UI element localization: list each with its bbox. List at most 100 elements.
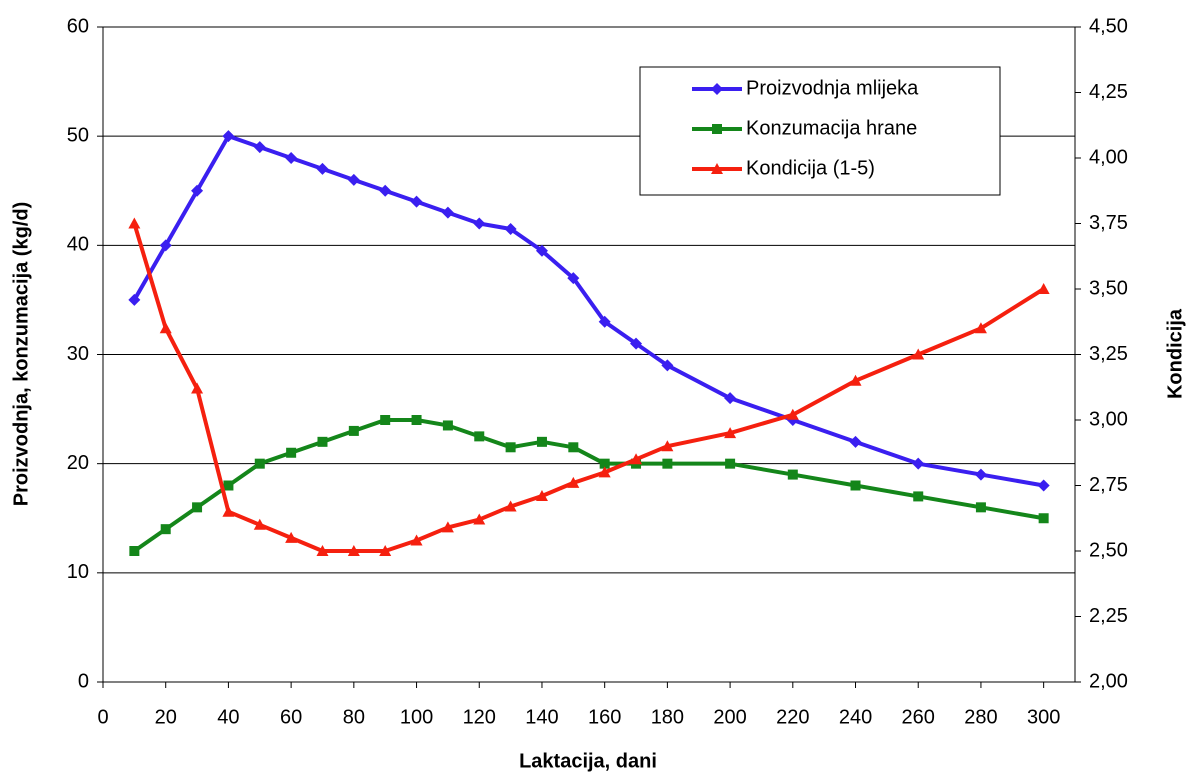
marker [128,293,141,306]
marker [568,442,579,453]
y-tick-label: 40 [67,234,89,256]
x-tick-label: 140 [525,706,558,728]
y2-tick-label: 3,50 [1089,277,1128,299]
y-tick-label: 60 [67,15,89,37]
marker [975,502,986,513]
marker [598,315,611,328]
marker [159,239,172,252]
marker [630,453,643,465]
marker [1038,513,1049,524]
x-tick-label: 40 [217,706,239,728]
y2-tick-label: 2,25 [1089,605,1128,627]
marker [535,244,548,257]
marker [536,436,547,447]
y2-tick-label: 3,75 [1089,212,1128,234]
marker [410,534,423,546]
marker [1037,283,1050,294]
y2-tick-label: 2,75 [1089,474,1128,496]
x-tick-label: 300 [1027,706,1060,728]
marker [254,458,265,469]
marker [347,545,360,556]
legend-label: Proizvodnja mlijeka [746,77,919,99]
x-tick-label: 260 [902,706,935,728]
x-tick-label: 100 [400,706,433,728]
marker [191,382,204,394]
x-tick-label: 80 [343,706,365,728]
marker [630,337,643,350]
marker [787,469,798,480]
marker [849,435,862,448]
marker [711,163,723,174]
marker [159,322,172,334]
marker [567,272,580,285]
y-tick-label: 50 [67,124,89,146]
marker [441,206,454,219]
marker [724,392,737,405]
marker [379,545,392,556]
marker [253,518,266,530]
y-tick-label: 20 [67,452,89,474]
marker [567,476,580,488]
marker [712,124,722,134]
marker [724,427,737,439]
marker [711,83,723,95]
marker [1037,479,1050,492]
marker [222,505,235,517]
marker [191,184,204,197]
marker [348,425,359,436]
line [132,134,1044,488]
marker [912,348,925,360]
legend-label: Konzumacija hrane [746,117,917,139]
marker [285,152,298,164]
marker [316,162,329,175]
legend-label: Kondicija (1-5) [746,157,875,179]
marker [473,513,486,525]
marker [786,408,799,420]
marker [473,217,486,230]
y2-tick-label: 4,00 [1089,146,1128,168]
marker [223,480,234,491]
y2-tick-label: 2,00 [1089,670,1128,692]
marker [850,480,861,491]
marker [505,442,516,453]
x-tick-label: 160 [588,706,621,728]
marker [410,195,423,208]
marker [504,500,517,512]
x-tick-label: 120 [463,706,496,728]
y2-tick-label: 2,50 [1089,539,1128,561]
y-tick-label: 0 [78,670,89,692]
marker [286,447,297,458]
x-tick-label: 280 [964,706,997,728]
y-tick-label: 10 [67,561,89,583]
line [132,222,1045,553]
marker [725,458,736,469]
marker [849,374,862,386]
x-tick-label: 60 [280,706,302,728]
marker [662,458,673,469]
x-tick-label: 180 [651,706,684,728]
marker [129,546,140,556]
marker [535,489,548,501]
y-tick-label: 30 [67,343,89,365]
y2-tick-label: 4,50 [1089,15,1128,37]
y-axis-title: Proizvodnja, konzumacija (kg/d) [10,202,32,507]
marker [598,466,611,478]
x-tick-label: 220 [776,706,809,728]
x-tick-label: 0 [97,706,108,728]
marker [474,431,485,442]
y2-tick-label: 4,25 [1089,81,1128,103]
x-tick-label: 240 [839,706,872,728]
marker [347,173,360,186]
marker [411,415,422,425]
marker [317,436,328,447]
marker [599,458,610,469]
marker [504,222,517,235]
marker [661,359,674,372]
marker [380,415,391,425]
marker [913,491,924,502]
marker [222,130,235,143]
y2-axis-title: Kondicija [1164,308,1186,399]
marker [912,457,925,470]
